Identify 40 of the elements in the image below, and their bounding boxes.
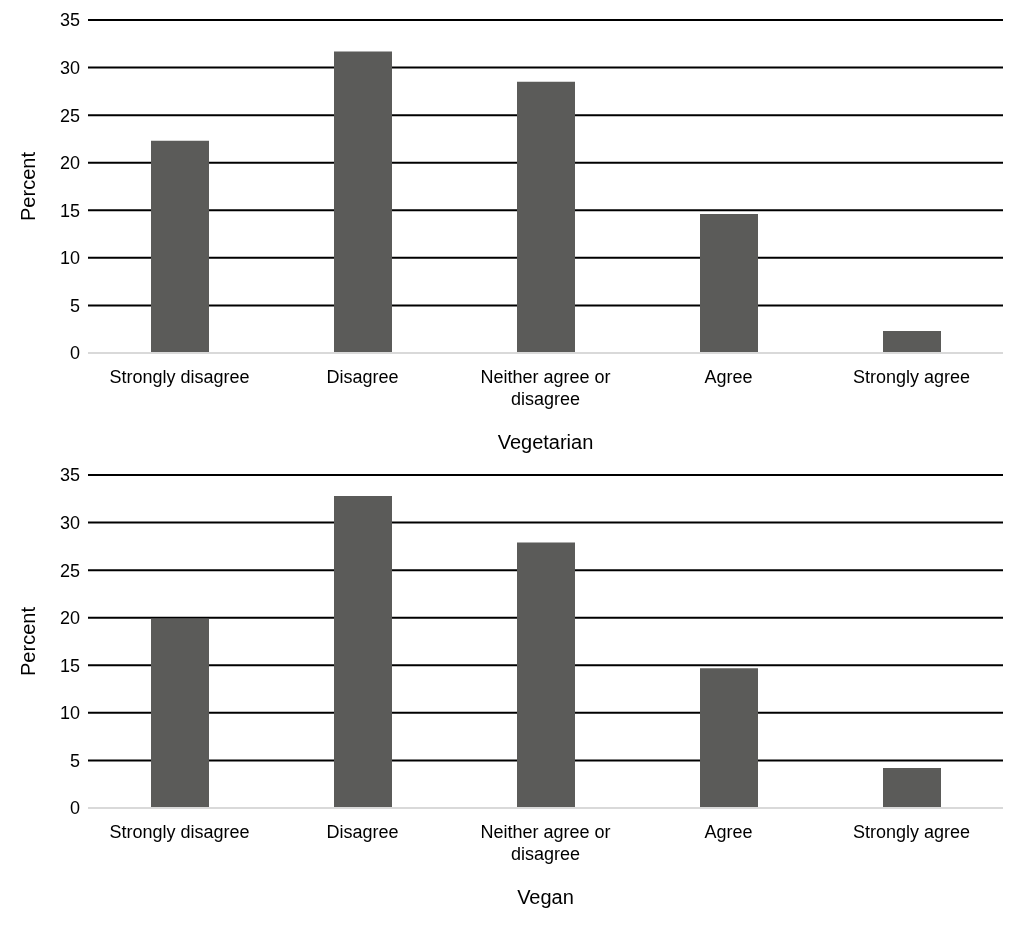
x-tick-label: Neither agree or disagree <box>480 822 611 864</box>
y-tick-label: 30 <box>59 57 80 78</box>
x-tick-label: Disagree <box>326 822 399 842</box>
bar <box>151 618 209 808</box>
y-tick-label: 20 <box>59 153 80 174</box>
y-tick-label: 35 <box>59 10 80 31</box>
y-tick-label: 10 <box>59 248 80 269</box>
x-tick-label: Strongly agree <box>852 822 971 842</box>
bar <box>334 51 392 353</box>
y-tick-label: 25 <box>59 105 80 126</box>
x-tick-label: Strongly disagree <box>109 822 250 842</box>
bar <box>700 668 758 808</box>
y-tick-label: 15 <box>59 655 80 676</box>
y-tick-label: 5 <box>69 295 80 316</box>
x-tick-label: Agree <box>704 367 753 387</box>
y-tick-label: 0 <box>69 798 80 819</box>
x-tick-label: Neither agree or disagree <box>480 367 611 409</box>
x-axis-title: Vegetarian <box>497 431 594 453</box>
x-axis-title: Vegan <box>517 886 574 908</box>
bar <box>883 331 941 353</box>
x-tick-label: Strongly agree <box>852 367 971 387</box>
y-axis-title: Percent <box>17 606 40 676</box>
y-tick-label: 15 <box>59 200 80 221</box>
bar <box>517 81 575 353</box>
bar <box>151 140 209 353</box>
y-tick-label: 35 <box>59 465 80 486</box>
y-tick-label: 30 <box>59 512 80 533</box>
bar <box>700 214 758 353</box>
x-tick-label: Disagree <box>326 367 399 387</box>
y-tick-label: 5 <box>69 750 80 771</box>
y-axis-title: Percent <box>17 151 40 221</box>
y-tick-label: 0 <box>69 343 80 364</box>
y-tick-label: 20 <box>59 608 80 629</box>
bar <box>517 542 575 808</box>
y-tick-label: 25 <box>59 560 80 581</box>
x-tick-label: Agree <box>704 822 753 842</box>
y-tick-label: 10 <box>59 703 80 724</box>
bar <box>334 495 392 808</box>
bar <box>883 768 941 808</box>
x-tick-label: Strongly disagree <box>109 367 250 387</box>
